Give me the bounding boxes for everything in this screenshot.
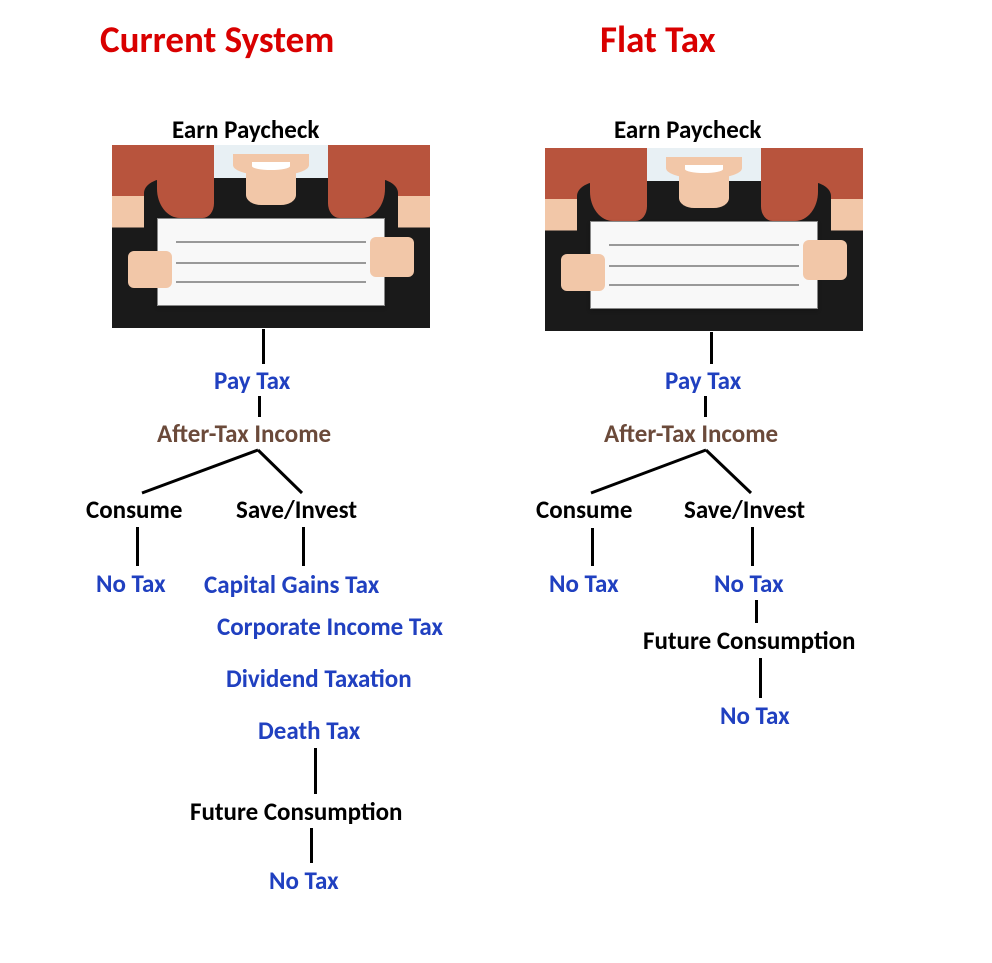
r-future: Future Consumption [643,625,855,656]
l-after: After-Tax Income [157,418,331,449]
l-consume: Consume [86,494,182,525]
l-div: Dividend Taxation [226,663,412,694]
l-notax1: No Tax [96,568,166,599]
r-paytax: Pay Tax [665,365,741,396]
r-notax3: No Tax [720,700,790,731]
l-future: Future Consumption [190,796,402,827]
l-notax2: No Tax [269,865,339,896]
l-save: Save/Invest [236,494,357,525]
r-notax2: No Tax [714,568,784,599]
l-cgt: Capital Gains Tax [204,569,379,600]
right-title: Flat Tax [600,17,716,62]
l-death: Death Tax [258,715,360,746]
r-notax1: No Tax [549,568,619,599]
l-paytax: Pay Tax [214,365,290,396]
r-earn: Earn Paycheck [614,114,761,145]
l-cit: Corporate Income Tax [217,611,443,642]
r-consume: Consume [536,494,632,525]
left-paycheck-photo [112,145,430,328]
right-paycheck-photo [545,148,863,331]
r-save: Save/Invest [684,494,805,525]
r-after: After-Tax Income [604,418,778,449]
right-branch [0,0,1,1]
left-title: Current System [100,17,334,62]
l-earn: Earn Paycheck [172,114,319,145]
